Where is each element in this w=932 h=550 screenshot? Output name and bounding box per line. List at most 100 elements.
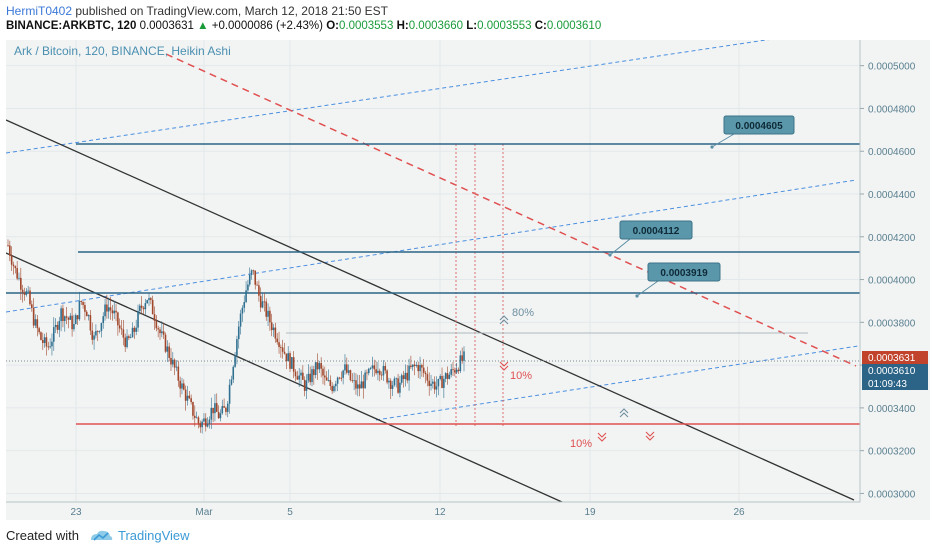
candle-body: [161, 331, 163, 334]
trend-line-upper: [6, 119, 855, 501]
candle-body: [256, 284, 258, 286]
candle-body: [318, 363, 321, 370]
candle-body: [243, 302, 246, 308]
candle-body: [67, 317, 70, 320]
candle-body: [183, 383, 185, 390]
footer: Created with TradingView: [0, 522, 932, 550]
candle-body: [113, 310, 116, 314]
callout-0003919-anchor: [635, 294, 639, 298]
candle-body: [214, 403, 216, 414]
channel-line-middle: [6, 179, 857, 313]
double-chevron-up-icon: [499, 315, 509, 325]
change-arrow-icon: ▲: [197, 20, 209, 32]
candle-body: [274, 327, 277, 339]
channel-line-upper: [6, 40, 770, 154]
candle-body: [289, 353, 291, 369]
candle-body: [426, 374, 429, 381]
candle-body: [435, 386, 438, 390]
candle-body: [422, 367, 425, 373]
candle-body: [457, 369, 460, 372]
last-price: 0.0003631: [139, 20, 194, 32]
candle-body: [333, 386, 335, 392]
candle-body: [345, 364, 348, 373]
price-tick-label: 0.0004600: [868, 147, 916, 158]
callout-0004112-label: 0.0004112: [633, 226, 680, 237]
tradingview-logo-icon: [91, 530, 113, 541]
callout-0003919-label: 0.0003919: [660, 268, 708, 279]
candle-body: [177, 366, 180, 381]
high-value: 0.0003660: [408, 20, 464, 32]
candle-body: [82, 301, 84, 305]
candle-body: [197, 417, 200, 424]
candle-body: [172, 359, 174, 365]
candle-body: [225, 407, 227, 412]
grid: [6, 40, 860, 502]
callout-0004605-label: 0.0004605: [735, 121, 783, 132]
change-value: +0.0000086 (+2.43%): [211, 20, 323, 32]
candle-body: [159, 329, 161, 334]
close-label: C:: [534, 20, 547, 32]
candle-body: [234, 355, 236, 367]
candle-body: [432, 381, 434, 384]
time-axis[interactable]: [6, 502, 930, 520]
callout-0004112-anchor: [608, 253, 612, 257]
candle-body: [193, 415, 196, 418]
candle-body: [455, 369, 458, 373]
price-tick-label: 0.0004400: [868, 190, 916, 201]
candle-body: [342, 370, 344, 378]
candle-body: [7, 245, 9, 247]
candle-body: [133, 327, 136, 332]
candle-body: [388, 380, 390, 383]
candle-body: [228, 384, 231, 404]
candle-body: [210, 407, 213, 420]
candle-body: [252, 270, 255, 272]
candle-body: [380, 374, 383, 376]
candle-body: [437, 379, 440, 387]
candle-body: [131, 327, 134, 338]
candle-body: [78, 300, 81, 320]
candle-body: [378, 370, 381, 375]
candle-body: [292, 357, 295, 372]
price-axis[interactable]: [860, 40, 930, 502]
candle-body: [184, 389, 187, 401]
author-link[interactable]: HermiT0402: [6, 4, 73, 18]
candle-body: [404, 372, 407, 380]
candle-body: [419, 364, 421, 372]
price-tick-label: 0.0003800: [868, 318, 916, 329]
candle-body: [155, 320, 158, 329]
tradingview-brand-link[interactable]: TradingView: [118, 528, 190, 543]
candle-body: [12, 264, 15, 267]
candle-body: [433, 381, 436, 390]
time-tick-label: 5: [287, 507, 293, 518]
callout-0004112-pointer: [609, 238, 631, 256]
candle-body: [106, 304, 108, 312]
candle-body: [168, 346, 170, 358]
candle-body: [45, 337, 48, 347]
candle-body: [23, 292, 26, 295]
candle-body: [95, 331, 97, 336]
candle-body: [32, 308, 35, 326]
candle-body: [49, 346, 51, 348]
candle-body: [175, 366, 178, 368]
candle-body: [338, 377, 341, 379]
price-chart[interactable]: 0.0004605 0.0004112 0.0003919 80% 10% 10% Ark…: [6, 40, 930, 520]
candle-body: [153, 314, 156, 321]
candle-body: [107, 307, 110, 312]
candle-body: [60, 308, 62, 322]
candle-body: [410, 365, 412, 368]
candle-body: [128, 336, 130, 338]
candle-body: [459, 355, 462, 372]
candle-body: [140, 305, 143, 308]
candle-body: [448, 374, 451, 379]
candle-body: [355, 380, 357, 389]
candle-body: [166, 346, 169, 352]
candle-body: [347, 370, 350, 373]
candle-body: [100, 322, 103, 332]
candle-body: [137, 311, 139, 328]
annotation-layer: 0.0004605 0.0004112 0.0003919 80% 10% 10%: [499, 115, 795, 450]
chart-area[interactable]: 0.0004605 0.0004112 0.0003919 80% 10% 10% Ark…: [6, 40, 930, 520]
candle-body: [232, 366, 235, 380]
candle-body: [93, 335, 95, 340]
candle-body: [362, 381, 365, 389]
candle-body: [173, 359, 176, 368]
